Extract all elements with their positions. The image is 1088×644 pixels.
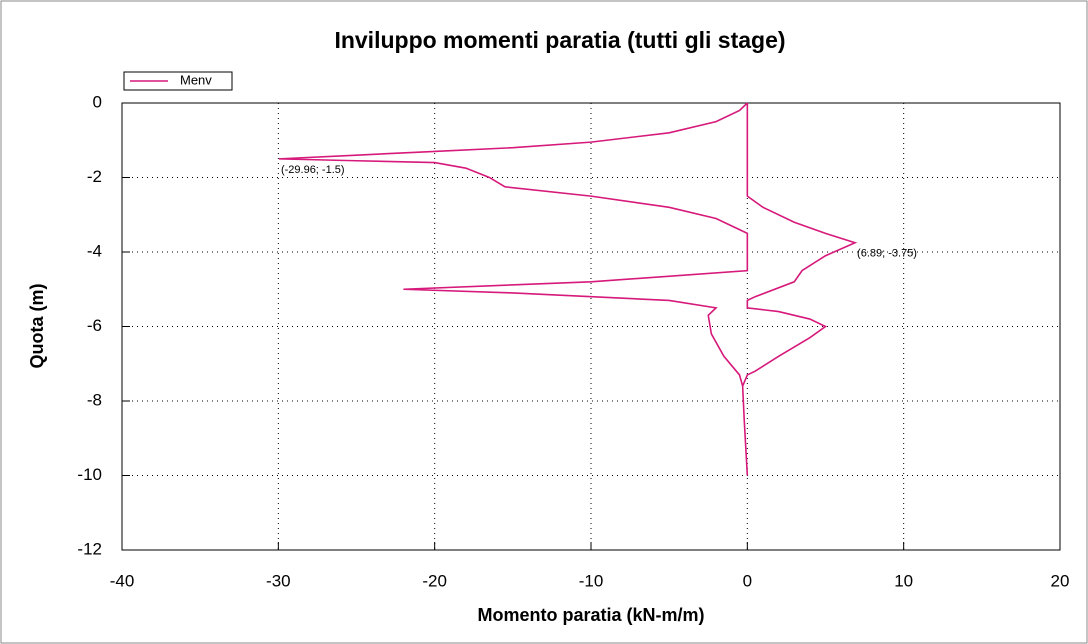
x-tick-label: 0 <box>743 571 752 590</box>
plot-frame <box>121 102 1061 551</box>
x-tick-label: -10 <box>579 571 604 590</box>
x-tick-label: -20 <box>422 571 447 590</box>
y-tick-label: -2 <box>87 167 102 186</box>
legend-label: Menv <box>180 72 212 87</box>
x-tick-label: 20 <box>1051 571 1070 590</box>
y-tick-label: 0 <box>93 92 102 111</box>
x-tick-label: -30 <box>266 571 291 590</box>
y-tick-label: -8 <box>87 390 102 409</box>
chart-title: Inviluppo momenti paratia (tutti gli sta… <box>334 27 785 53</box>
x-axis-label: Momento paratia (kN-m/m) <box>477 605 704 625</box>
y-tick-label: -6 <box>87 316 102 335</box>
x-tick-label: -40 <box>110 571 135 590</box>
annotation: (6.89; -3.75) <box>857 248 917 260</box>
legend-box <box>123 71 233 91</box>
annotation: (-29.96; -1.5) <box>281 164 345 176</box>
y-tick-label: -10 <box>77 465 102 484</box>
y-axis-label: Quota (m) <box>27 284 47 369</box>
data-line <box>278 102 858 476</box>
y-tick-label: -12 <box>77 539 102 558</box>
x-tick-label: 10 <box>894 571 913 590</box>
y-tick-label: -4 <box>87 241 102 260</box>
